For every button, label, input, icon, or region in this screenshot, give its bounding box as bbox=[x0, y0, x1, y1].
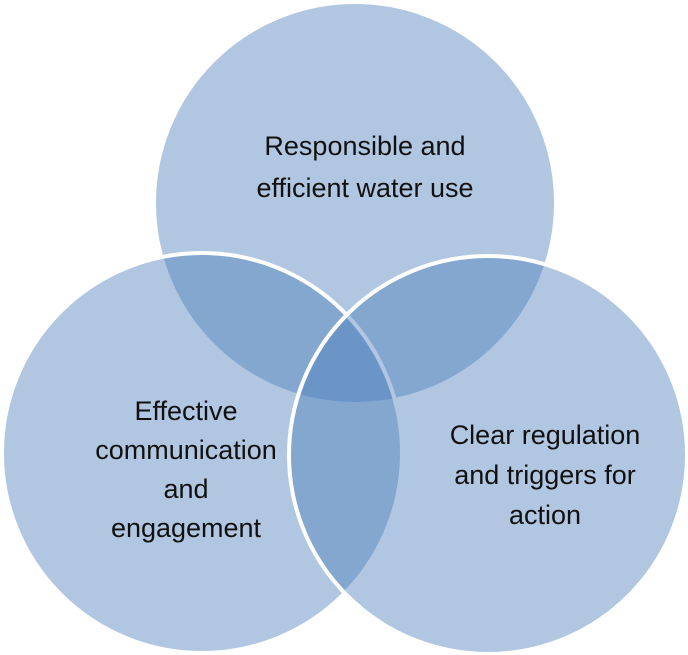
node-label: efficient water use bbox=[256, 173, 473, 203]
node-label: and bbox=[163, 474, 208, 504]
node-label: engagement bbox=[111, 513, 262, 543]
node-label: and triggers for bbox=[454, 460, 636, 490]
circle-left bbox=[0, 251, 404, 655]
circle-top bbox=[152, 0, 558, 406]
node-label: action bbox=[509, 500, 581, 530]
labels: Responsible and efficient water use Effect… bbox=[95, 131, 640, 543]
circle-right bbox=[287, 254, 688, 655]
node-label: Effective bbox=[134, 396, 237, 426]
node-label: Responsible and bbox=[264, 131, 465, 161]
node-label: communication bbox=[95, 435, 277, 465]
node-label: Clear regulation bbox=[450, 420, 641, 450]
